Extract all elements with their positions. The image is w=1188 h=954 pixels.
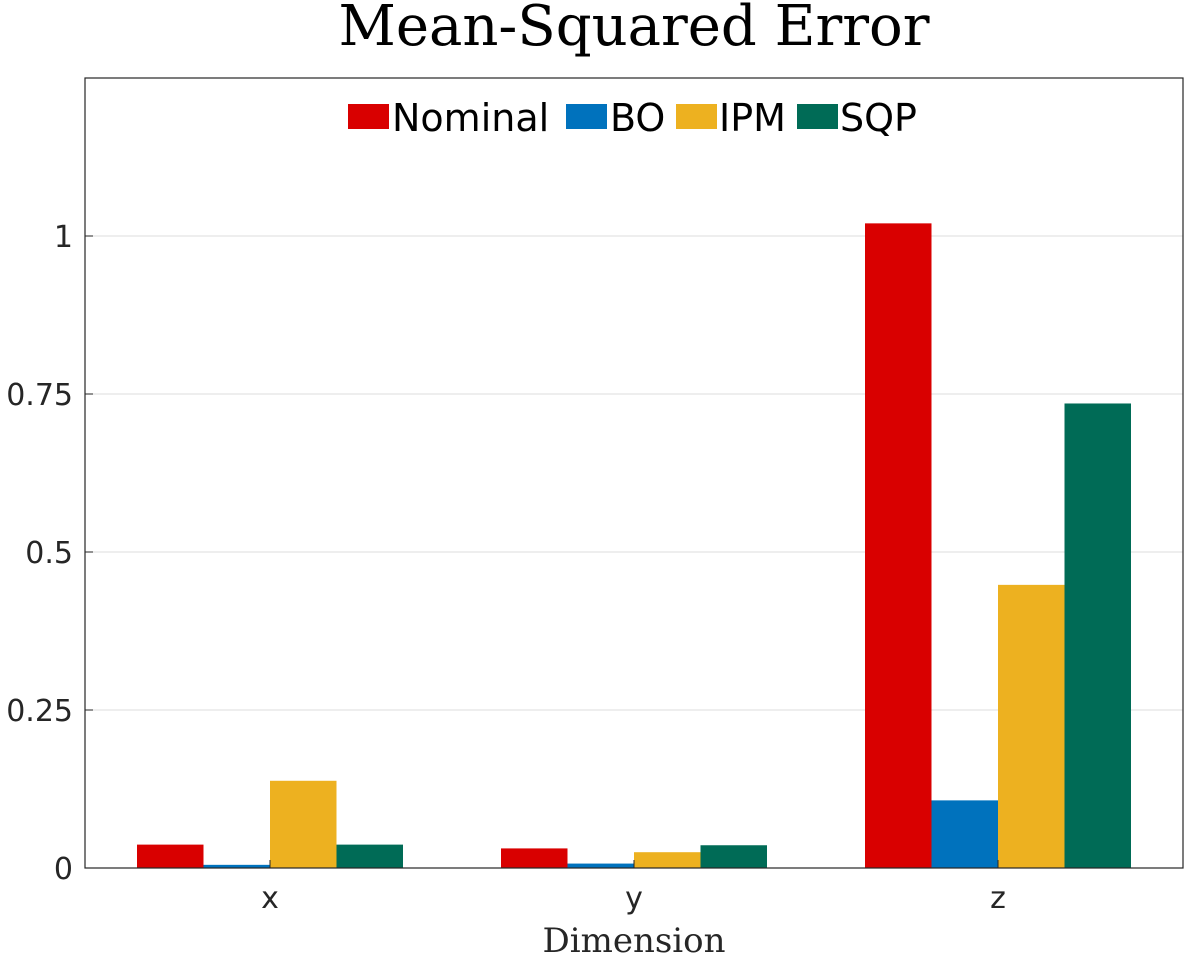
- chart-title: Mean-Squared Error: [339, 0, 930, 59]
- bar-sqp-z: [1064, 403, 1131, 868]
- legend-swatch-ipm: [676, 104, 717, 129]
- x-tick-label-x: x: [261, 881, 279, 916]
- y-tick-label-4: 1: [54, 220, 73, 255]
- y-tick-label-0: 0: [54, 852, 73, 887]
- bars: [137, 223, 1131, 869]
- legend: Nominal BO IPM SQP: [348, 96, 917, 140]
- x-axis-label: Dimension: [542, 921, 725, 954]
- bar-bo-y: [567, 863, 634, 868]
- bar-ipm-y: [634, 852, 701, 868]
- y-tick-label-3: 0.75: [6, 378, 73, 413]
- legend-label-nominal: Nominal: [392, 96, 549, 140]
- legend-label-sqp: SQP: [840, 96, 917, 140]
- bar-ipm-z: [998, 584, 1065, 868]
- legend-label-ipm: IPM: [719, 96, 786, 140]
- bar-sqp-y: [700, 845, 767, 868]
- bar-nominal-x: [137, 844, 204, 868]
- legend-label-bo: BO: [610, 96, 665, 140]
- bar-bo-z: [931, 800, 998, 868]
- bar-nominal-y: [501, 848, 568, 868]
- bar-ipm-x: [270, 780, 337, 868]
- y-axis-ticks: 0 0.25 0.5 0.75 1: [6, 220, 93, 887]
- x-tick-label-y: y: [625, 881, 643, 916]
- legend-swatch-bo: [566, 104, 607, 129]
- x-tick-label-z: z: [990, 881, 1006, 916]
- legend-swatch-sqp: [797, 104, 838, 129]
- bar-bo-x: [203, 864, 270, 868]
- y-tick-label-1: 0.25: [6, 694, 73, 729]
- y-tick-label-2: 0.5: [25, 536, 73, 571]
- bar-nominal-z: [865, 223, 932, 869]
- bar-sqp-x: [336, 844, 403, 868]
- legend-swatch-nominal: [348, 104, 389, 129]
- x-axis-ticks: x y z: [261, 860, 1006, 916]
